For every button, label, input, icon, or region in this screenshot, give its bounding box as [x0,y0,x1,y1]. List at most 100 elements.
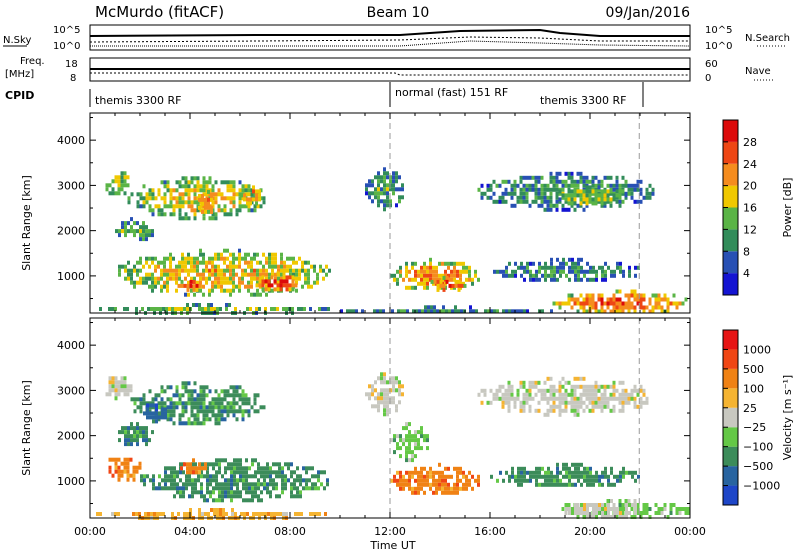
power-cell [121,264,124,269]
power-cell [564,207,568,212]
velocity-cell [263,474,266,479]
velocity-cell [238,409,242,414]
velocity-cell [684,507,688,511]
power-colorbar-label: Power [dB] [781,178,794,238]
velocity-cell [392,396,395,401]
power-cell [304,260,307,265]
power-cell [540,203,544,208]
velocity-cell [613,507,616,511]
power-cell [462,265,465,270]
velocity-cell [543,388,547,393]
power-cell [307,268,310,273]
velocity-cell [209,494,212,499]
velocity-cell [236,486,239,491]
power-colorbar-tick-label: 24 [743,158,757,171]
velocity-cell [193,405,197,410]
power-cell [406,309,409,314]
power-cell [405,261,408,266]
power-cell [520,309,523,314]
power-cell [166,288,169,293]
velocity-cell [143,474,146,479]
power-cell [612,197,616,202]
power-cell [160,212,164,217]
power-echo-region [552,289,688,314]
velocity-cell [276,512,279,516]
velocity-cell [517,470,520,475]
velocity-cell [230,482,233,487]
velocity-cell [218,470,221,475]
velocity-cell [239,490,242,495]
velocity-cell [309,512,312,516]
velocity-cell [117,473,121,478]
velocity-cell [158,482,161,487]
velocity-cell [181,393,185,398]
power-cell [595,269,598,274]
velocity-cell [386,408,389,413]
power-cell [371,199,374,204]
power-cell [223,212,227,217]
velocity-cell [108,384,112,389]
velocity-cell [462,482,465,487]
velocity-cell [453,466,456,471]
power-cell [193,212,197,217]
velocity-cell [573,507,577,511]
power-cell [211,284,214,289]
velocity-cell [598,478,601,483]
velocity-cell [642,511,646,515]
power-cell [202,180,206,185]
power-cell [271,272,274,277]
velocity-cell [553,482,556,487]
velocity-cell [158,415,161,420]
power-cell [217,276,220,281]
velocity-cell [216,512,219,516]
nave-label: Nave [745,66,771,77]
velocity-cell [639,404,643,409]
velocity-cell [206,486,209,491]
velocity-cell [108,388,112,393]
velocity-cell [191,462,194,467]
velocity-cell [151,401,155,406]
power-cell [184,200,188,205]
velocity-cell [177,512,180,516]
power-cell [519,175,523,180]
power-cell [396,281,399,286]
power-cell [392,175,395,180]
power-cell [645,187,649,192]
velocity-cell [269,466,272,471]
power-cell [559,269,562,274]
power-cell [201,197,204,202]
power-cell [411,261,414,266]
velocity-cell [230,478,233,483]
velocity-cell [568,482,571,487]
velocity-cell [592,478,595,483]
power-cell [145,272,148,277]
power-cell [220,284,223,289]
velocity-cell [514,474,517,479]
velocity-cell [305,478,308,483]
velocity-cell [180,466,183,471]
power-cell [570,201,574,206]
velocity-cell [621,396,625,401]
power-cell [454,305,457,310]
velocity-cell [597,400,601,405]
power-cell [594,183,598,188]
velocity-cell [202,389,206,394]
velocity-cell [601,482,604,487]
velocity-cell [184,409,188,414]
power-cell [451,309,454,314]
velocity-cell [284,462,287,467]
velocity-cell [191,478,194,483]
velocity-echo-region [365,372,404,417]
velocity-cell [208,405,212,410]
velocity-cell [242,466,245,471]
power-cell [253,268,256,273]
velocity-cell [386,400,389,405]
power-cell [571,269,574,274]
velocity-cell [111,376,115,381]
velocity-cell [568,470,571,475]
power-cell [681,301,685,306]
power-cell [157,212,161,217]
power-cell [213,307,216,311]
power-cell [408,269,411,274]
velocity-cell [577,507,580,511]
